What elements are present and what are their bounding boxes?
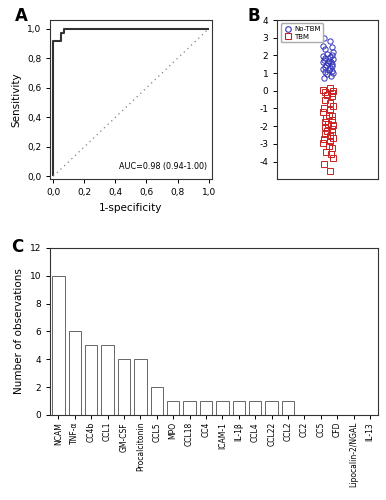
Bar — [183, 401, 196, 415]
Bar — [118, 360, 130, 415]
Bar — [282, 401, 294, 415]
Bar — [151, 387, 163, 415]
Bar — [69, 332, 81, 415]
Bar — [52, 276, 64, 415]
X-axis label: 1-specificity: 1-specificity — [99, 203, 163, 213]
Bar — [233, 401, 245, 415]
Text: A: A — [15, 8, 27, 26]
Bar — [102, 346, 114, 415]
Bar — [216, 401, 229, 415]
Bar — [266, 401, 278, 415]
Y-axis label: Sensitivity: Sensitivity — [11, 72, 21, 127]
Bar — [167, 401, 179, 415]
Bar — [249, 401, 261, 415]
Bar — [134, 360, 147, 415]
Text: C: C — [11, 238, 23, 256]
Y-axis label: Number of observations: Number of observations — [14, 268, 24, 394]
Text: B: B — [247, 8, 260, 26]
Bar — [85, 346, 97, 415]
Text: AUC=0.98 (0.94-1.00): AUC=0.98 (0.94-1.00) — [119, 162, 207, 172]
Legend: No-TBM, TBM: No-TBM, TBM — [281, 24, 323, 42]
Bar — [200, 401, 212, 415]
